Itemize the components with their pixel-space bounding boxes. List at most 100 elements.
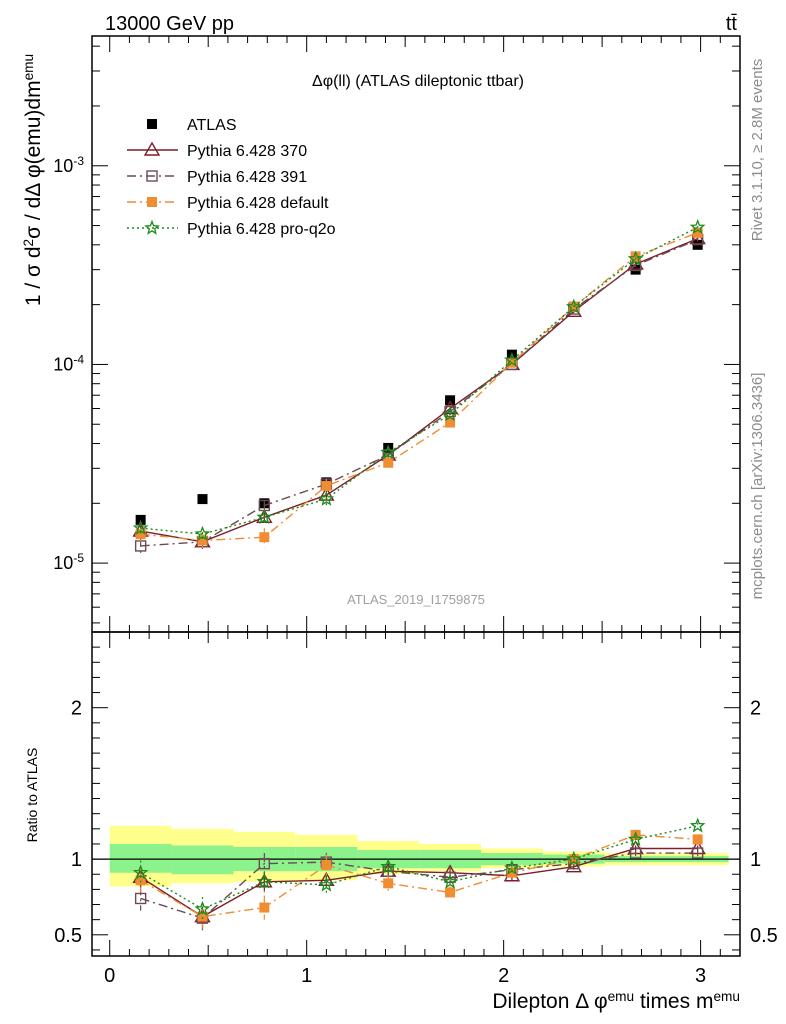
data-point [258,857,271,870]
data-point [630,251,641,262]
data-point [442,873,459,889]
data-point [135,514,146,525]
rivet-label: Rivet 3.1.10, ≥ 2.8M events [749,59,766,242]
data-point [627,831,644,847]
data-point [146,170,158,182]
legend: ATLAS Pythia 6.428 370 Pythia 6.428 391 Pyt… [127,117,336,238]
data-point [135,875,146,886]
data-point [197,494,208,505]
data-point [692,834,703,845]
ratio-y-tick-label-right: 1 [750,849,761,871]
series-line [140,237,698,543]
main-y-tick-label: 10-3 [53,154,84,176]
data-point [144,219,160,235]
data-point [565,858,582,873]
data-point [132,519,149,535]
legend-entry: Pythia 6.428 370 [127,141,307,160]
ratio-y-tick-label: 1 [71,849,82,871]
main-y-tick-labels: 10-5 10-4 10-3 [53,154,84,573]
series-2 [134,233,704,555]
series-line [140,238,698,547]
legend-label: Pythia 6.428 default [187,195,329,212]
x-tick-label: 0 [104,965,115,987]
ratio-y-tick-labels: 0.5 0.5 1 1 2 2 [54,698,778,947]
data-point [629,847,642,859]
data-point [197,911,208,922]
data-point [383,878,394,889]
series-line [140,232,698,542]
series-line [140,847,698,918]
data-point [380,444,397,460]
series-0 [135,239,703,525]
data-point [692,227,703,238]
data-point [194,525,211,541]
ratio-series-layer [132,817,706,931]
mcplots-label: mcplots.cern.ch [arXiv:1306.3436] [749,373,766,600]
legend-label: ATLAS [187,117,237,134]
data-point [147,197,157,207]
data-point [630,829,641,840]
data-point [194,900,211,916]
legend-label: Pythia 6.428 370 [187,143,307,160]
ratio-y-tick-label: 2 [71,698,82,720]
data-point [147,119,157,129]
data-point [506,867,517,878]
band-inner [171,845,234,875]
main-y-tick-label: 10-4 [53,352,84,374]
main-y-axis-label: 1 / σ d2σ / dΔ φ(emu)dmemu [21,54,46,306]
data-point [380,858,397,874]
data-point [132,864,149,880]
ratio-y-tick-label: 0.5 [54,925,82,947]
ratio-panel-frame [91,631,741,957]
energy-label: 13000 GeV pp [105,13,234,35]
data-point [259,902,270,913]
legend-label: Pythia 6.428 391 [187,169,307,186]
data-point [689,218,706,235]
watermark: ATLAS_2019_I1759875 [347,592,485,607]
main-y-tick-label: 10-5 [53,551,84,573]
series-4 [132,218,706,542]
x-tick-labels: 0 1 2 3 [104,965,706,987]
data-point [445,887,456,898]
data-point [321,480,332,491]
series-line [140,825,698,910]
ratio-axis-ticks [92,632,740,956]
data-point [143,141,161,156]
series-line [140,852,698,919]
data-point [383,457,394,468]
series-line [140,226,698,535]
data-point [627,250,644,266]
data-point [565,298,582,314]
legend-entry: Pythia 6.428 pro-q2o [127,219,336,238]
main-title: Δφ(ll) (ATLAS dileptonic ttbar) [312,73,524,90]
data-point [691,847,704,859]
data-point [318,876,335,892]
data-point [197,535,208,546]
data-point [321,860,332,871]
ratio-y-tick-label-right: 2 [750,698,761,720]
data-point [259,532,270,543]
data-point [503,351,520,367]
x-axis-label: Dilepton Δ φemu times memu [492,989,740,1014]
data-point [318,490,335,506]
data-point [565,850,582,866]
main-axis-ticks [92,36,740,632]
data-point [256,508,273,525]
data-point [442,406,459,422]
data-point [256,873,273,889]
legend-entry: Pythia 6.428 391 [127,169,307,186]
series-1 [132,230,706,549]
data-point [445,417,456,428]
data-point [689,817,706,833]
process-label: tt̄ [726,13,738,35]
series-line [140,834,698,918]
legend-entry: ATLAS [147,117,237,134]
ratio-y-tick-label-right: 0.5 [750,925,778,947]
data-point [135,529,146,540]
ratio-y-axis-label: Ratio to ATLAS [24,748,40,843]
legend-entry: Pythia 6.428 default [127,195,329,212]
data-point [503,859,520,875]
series-3 [135,227,703,549]
x-tick-label: 2 [498,965,509,987]
